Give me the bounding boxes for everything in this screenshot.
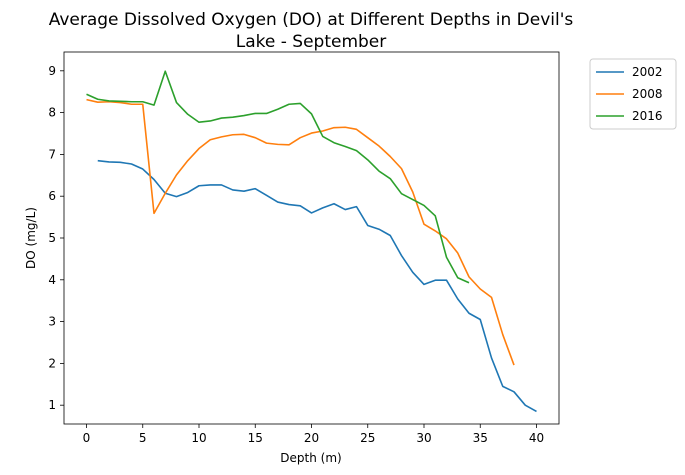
y-tick-label: 9 xyxy=(48,64,56,78)
y-tick-label: 1 xyxy=(48,398,56,412)
x-tick-label: 10 xyxy=(191,431,206,445)
chart-title: Average Dissolved Oxygen (DO) at Differe… xyxy=(49,10,574,52)
x-axis-label: Depth (m) xyxy=(280,451,341,465)
y-tick-label: 5 xyxy=(48,231,56,245)
x-tick-label: 5 xyxy=(139,431,147,445)
series-line-2002 xyxy=(97,159,537,413)
legend-box xyxy=(589,58,677,130)
y-tick-label: 6 xyxy=(48,189,56,203)
title-line-2: Lake - September xyxy=(236,32,387,52)
y-tick-label: 3 xyxy=(48,315,56,329)
series-line-2008 xyxy=(86,98,515,366)
series-lines xyxy=(86,70,537,413)
y-axis-ticks: 1 2 3 4 5 6 7 8 9 xyxy=(48,64,64,412)
x-tick-label: 15 xyxy=(248,431,263,445)
y-tick-label: 4 xyxy=(48,273,56,287)
y-tick-label: 8 xyxy=(48,106,56,120)
x-tick-label: 0 xyxy=(83,431,91,445)
series-line-2016 xyxy=(86,70,470,284)
plot-area xyxy=(63,51,560,425)
x-tick-label: 35 xyxy=(473,431,488,445)
x-tick-label: 25 xyxy=(360,431,375,445)
x-axis-ticks: 0 5 10 15 20 25 30 35 40 xyxy=(83,424,544,445)
x-tick-label: 40 xyxy=(529,431,544,445)
y-tick-label: 2 xyxy=(48,356,56,370)
y-tick-label: 7 xyxy=(48,147,56,161)
x-tick-label: 20 xyxy=(304,431,319,445)
legend-label-2008: 2008 xyxy=(632,87,663,101)
x-tick-label: 30 xyxy=(416,431,431,445)
y-axis-label: DO (mg/L) xyxy=(24,207,38,269)
legend: 2002 2008 2016 xyxy=(589,58,677,130)
legend-label-2002: 2002 xyxy=(632,65,663,79)
legend-label-2016: 2016 xyxy=(632,109,663,123)
title-line-1: Average Dissolved Oxygen (DO) at Differe… xyxy=(49,10,574,30)
